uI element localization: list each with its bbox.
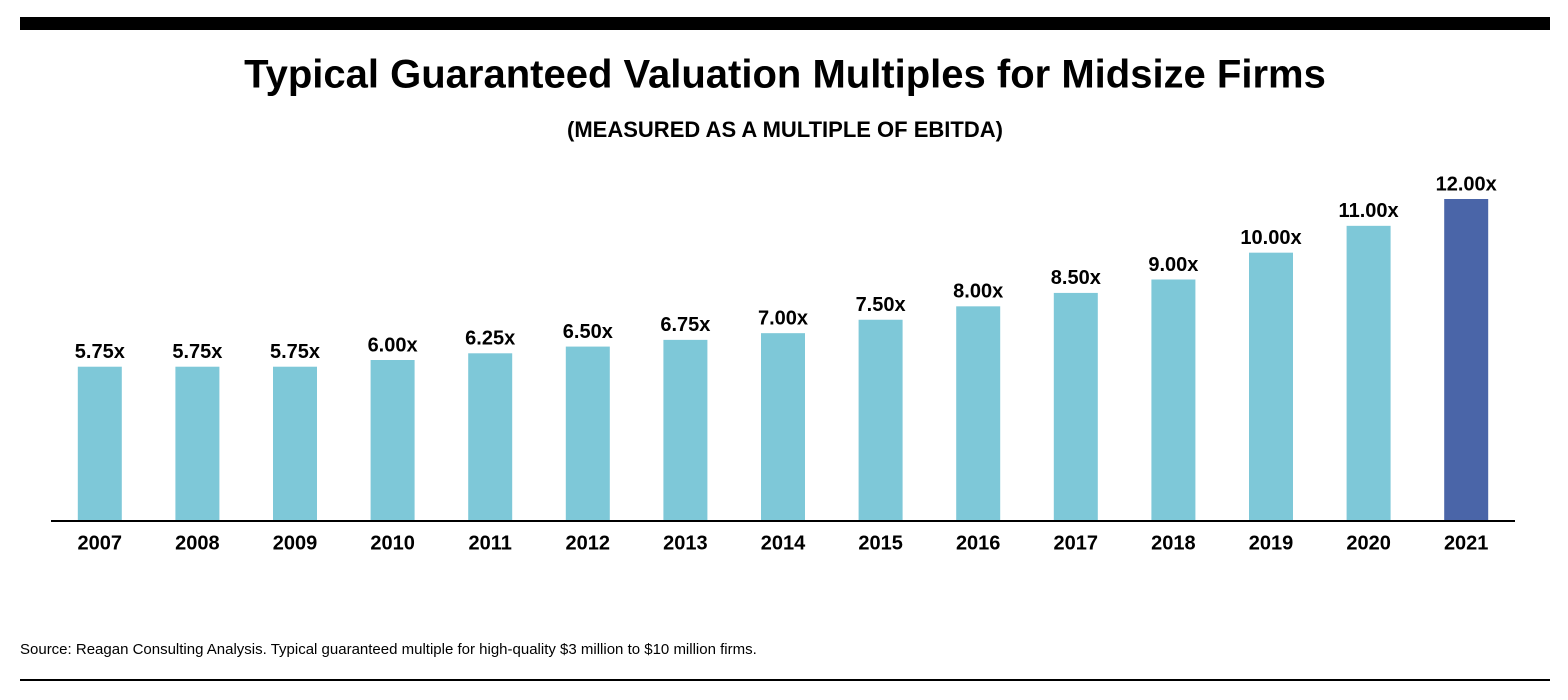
x-tick-label: 2009 — [273, 532, 318, 554]
bar — [1151, 279, 1196, 521]
chart-title: Typical Guaranteed Valuation Multiples f… — [244, 53, 1326, 97]
bar — [1346, 225, 1391, 522]
bar — [370, 360, 415, 521]
bar — [1444, 199, 1489, 521]
value-label: 7.50x — [856, 294, 906, 316]
x-tick-label: 2008 — [175, 532, 220, 554]
value-label: 10.00x — [1240, 227, 1301, 249]
value-label: 8.50x — [1051, 267, 1101, 289]
bar — [273, 366, 317, 521]
x-tick-label: 2020 — [1346, 532, 1391, 554]
top-rule — [20, 17, 1550, 30]
bar — [858, 319, 903, 521]
bar — [565, 346, 610, 521]
value-label: 9.00x — [1148, 254, 1198, 276]
x-tick-label: 2015 — [858, 532, 903, 554]
value-label: 7.00x — [758, 307, 808, 329]
bar — [1053, 292, 1098, 521]
x-tick-label: 2017 — [1054, 532, 1099, 554]
bar — [77, 366, 122, 521]
source-note: Source: Reagan Consulting Analysis. Typi… — [20, 641, 757, 658]
chart-subtitle: (MEASURED AS A MULTIPLE OF EBITDA) — [567, 117, 1003, 142]
value-label: 6.75x — [660, 314, 710, 336]
x-tick-label: 2012 — [566, 532, 611, 554]
bottom-rule — [20, 679, 1550, 681]
value-label: 8.00x — [953, 281, 1003, 303]
x-tick-label: 2014 — [761, 532, 806, 554]
value-label: 11.00x — [1339, 200, 1399, 222]
value-label: 6.25x — [465, 328, 515, 350]
value-label: 5.75x — [172, 341, 222, 363]
bar — [956, 306, 1001, 521]
bar — [663, 339, 708, 521]
value-label: 12.00x — [1436, 173, 1497, 195]
value-label: 5.75x — [270, 341, 320, 363]
value-label: 5.75x — [75, 341, 125, 363]
x-tick-label: 2018 — [1151, 532, 1196, 554]
x-tick-label: 2013 — [663, 532, 708, 554]
x-tick-label: 2010 — [370, 532, 415, 554]
bar — [761, 333, 805, 521]
bar — [175, 366, 220, 521]
x-tick-label: 2021 — [1444, 532, 1489, 554]
x-tick-label: 2019 — [1249, 532, 1294, 554]
x-tick-label: 2011 — [469, 532, 512, 554]
x-tick-label: 2007 — [78, 532, 123, 554]
value-label: 6.50x — [563, 321, 613, 343]
value-label: 6.00x — [368, 334, 418, 356]
bar — [468, 353, 513, 521]
x-tick-label: 2016 — [956, 532, 1001, 554]
bar — [1249, 252, 1293, 521]
